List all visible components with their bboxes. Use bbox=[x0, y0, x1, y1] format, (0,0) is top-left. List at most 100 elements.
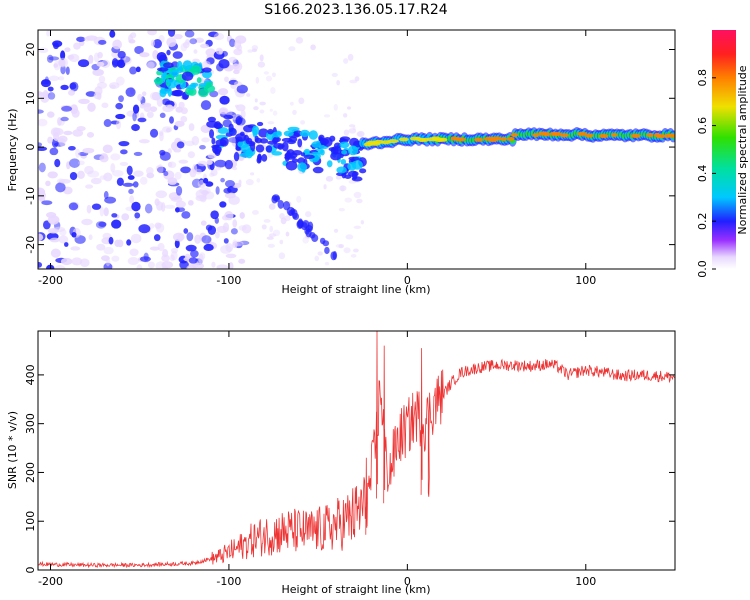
noise-blob bbox=[267, 121, 275, 125]
noise-blob bbox=[132, 104, 140, 114]
noise-blob bbox=[170, 196, 183, 202]
line-peak bbox=[630, 133, 641, 138]
noise-blob bbox=[174, 120, 185, 127]
band-blob bbox=[351, 176, 363, 182]
noise-blob bbox=[180, 166, 192, 174]
noise-blob bbox=[257, 61, 266, 68]
noise-blob bbox=[101, 102, 109, 109]
spectrogram-y-axis-label: Frequency (Hz) bbox=[6, 109, 19, 192]
cluster-blob bbox=[203, 84, 216, 93]
noise-blob bbox=[58, 178, 71, 184]
band-blob bbox=[330, 146, 342, 155]
band-blob bbox=[320, 149, 325, 156]
noise-blob bbox=[233, 48, 243, 56]
noise-blob bbox=[167, 177, 178, 185]
noise-blob bbox=[99, 154, 109, 163]
tail-blob bbox=[271, 194, 280, 202]
noise-blob bbox=[183, 228, 189, 234]
spectrogram-x-tick-label: -100 bbox=[216, 274, 241, 287]
noise-blob bbox=[48, 56, 60, 61]
line-peak bbox=[542, 132, 551, 137]
noise-blob bbox=[126, 110, 135, 117]
noise-blob bbox=[63, 130, 73, 136]
band-blob bbox=[265, 145, 273, 153]
noise-blob bbox=[85, 184, 94, 189]
noise-blob bbox=[348, 124, 356, 128]
noise-blob bbox=[142, 91, 147, 97]
figure-title: S166.2023.136.05.17.R24 bbox=[264, 2, 447, 18]
band-blob bbox=[277, 144, 284, 150]
noise-blob bbox=[53, 63, 59, 68]
noise-blob bbox=[92, 68, 104, 77]
noise-blob bbox=[149, 128, 159, 138]
band-blob bbox=[326, 160, 333, 168]
noise-blob bbox=[109, 30, 116, 38]
tail-blob bbox=[282, 201, 291, 211]
noise-blob bbox=[245, 179, 254, 186]
cluster-blob bbox=[171, 69, 179, 78]
noise-blob bbox=[348, 128, 357, 134]
noise-blob bbox=[317, 251, 323, 256]
noise-blob bbox=[216, 264, 229, 269]
noise-blob bbox=[38, 118, 48, 127]
noise-blob bbox=[55, 182, 66, 193]
noise-blob bbox=[172, 51, 183, 59]
cluster-blob bbox=[154, 77, 164, 86]
snr-ticks: -200 -100 0 100 0 100 200 300 400 bbox=[24, 331, 675, 588]
noise-blob bbox=[46, 30, 51, 37]
noise-blob bbox=[338, 207, 345, 212]
noise-blob bbox=[102, 232, 112, 240]
noise-blob bbox=[353, 248, 359, 253]
noise-blob bbox=[298, 97, 305, 105]
noise-blob bbox=[234, 39, 242, 50]
noise-blob bbox=[86, 204, 92, 214]
noise-blob bbox=[300, 120, 306, 125]
noise-blob bbox=[246, 93, 251, 97]
noise-blob bbox=[238, 258, 246, 264]
tail-blob bbox=[277, 200, 284, 209]
band-blob bbox=[243, 124, 254, 133]
noise-blob bbox=[350, 253, 357, 258]
colorbar-ticks: 0.0 0.2 0.4 0.6 0.8 bbox=[696, 69, 716, 278]
noise-blob bbox=[126, 165, 133, 176]
band-blob bbox=[267, 140, 277, 145]
noise-blob bbox=[208, 31, 219, 38]
noise-blob bbox=[191, 135, 200, 146]
tail-blob bbox=[292, 212, 300, 221]
spectrogram-y-tick-label: 20 bbox=[24, 43, 37, 57]
band-blob bbox=[300, 152, 306, 157]
noise-blob bbox=[279, 239, 284, 245]
noise-blob bbox=[169, 254, 175, 262]
noise-blob bbox=[41, 200, 53, 206]
noise-blob bbox=[72, 129, 84, 137]
noise-blob bbox=[93, 92, 102, 100]
noise-blob bbox=[218, 107, 229, 115]
noise-blob bbox=[259, 101, 266, 106]
colorbar-tick-label: 0.2 bbox=[696, 212, 709, 230]
band-blob bbox=[329, 135, 336, 142]
band-blob bbox=[271, 151, 283, 156]
noise-blob bbox=[111, 213, 118, 218]
noise-blob bbox=[288, 46, 296, 52]
noise-blob bbox=[344, 197, 353, 203]
noise-blob bbox=[98, 39, 107, 45]
noise-blob bbox=[38, 47, 49, 53]
noise-blob bbox=[53, 226, 66, 232]
noise-blob bbox=[147, 61, 155, 69]
noise-blob bbox=[199, 144, 206, 150]
noise-blob bbox=[90, 177, 102, 185]
noise-blob bbox=[149, 91, 160, 101]
noise-blob bbox=[169, 116, 174, 124]
line-peak bbox=[455, 137, 466, 142]
band-blob bbox=[311, 141, 322, 149]
noise-blob bbox=[150, 39, 155, 47]
noise-blob bbox=[155, 190, 167, 199]
noise-blob bbox=[93, 52, 100, 63]
band-blob bbox=[283, 130, 294, 137]
noise-blob bbox=[310, 44, 316, 51]
cluster-blob bbox=[163, 62, 174, 69]
noise-blob bbox=[253, 106, 259, 111]
noise-blob bbox=[50, 248, 61, 258]
noise-blob bbox=[110, 162, 116, 173]
